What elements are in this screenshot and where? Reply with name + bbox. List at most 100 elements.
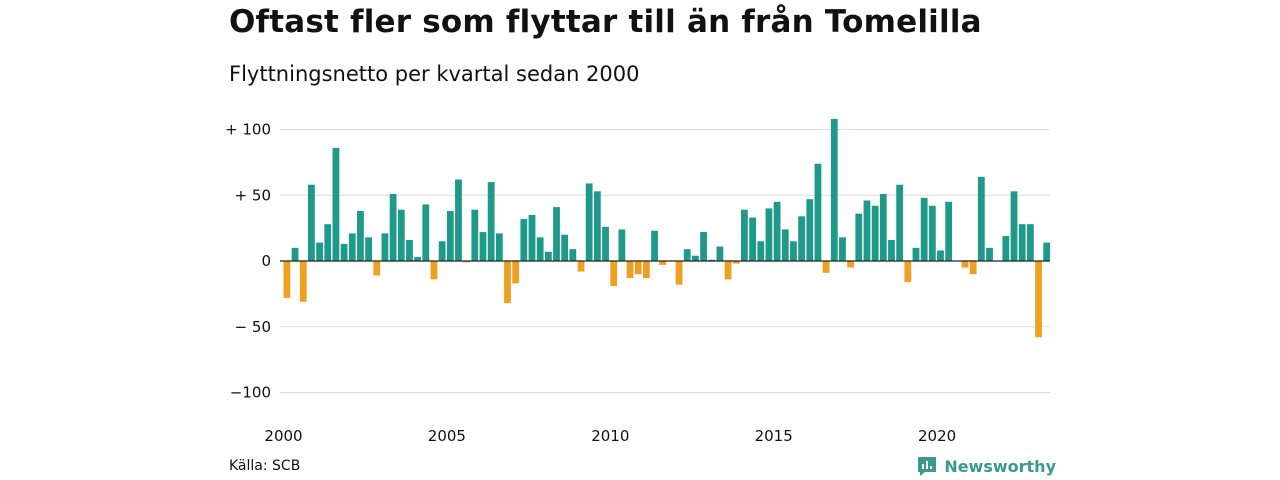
bar-2008-k3 — [561, 234, 569, 261]
bar-2018-k2 — [879, 193, 887, 261]
bar-2006-k4 — [504, 261, 511, 304]
source-note: Källa: SCB — [229, 458, 301, 474]
x-axis-ticks: 2000 2005 2010 2015 2020 — [264, 427, 956, 445]
brand-logo: Newsworthy — [916, 455, 1056, 477]
bars — [283, 118, 1051, 338]
bar-2013-k3 — [724, 261, 732, 280]
bar-2015-k3 — [790, 241, 797, 261]
bar-2015-k2 — [781, 229, 789, 261]
bar-2002-k2 — [357, 211, 364, 261]
bar-2010-k3 — [626, 261, 634, 279]
bar-2006-k1 — [479, 232, 487, 261]
bar-2017-k3 — [855, 213, 863, 261]
bar-2007-k2 — [520, 218, 528, 261]
x-tick-label: 2005 — [428, 427, 466, 445]
bar-2003-k4 — [406, 239, 413, 261]
bar-2014-k4 — [765, 208, 773, 261]
bar-2014-k3 — [757, 241, 765, 261]
y-tick-label: 0 — [261, 252, 271, 270]
bar-2004-k3 — [430, 261, 438, 280]
y-tick-label: + 50 — [235, 186, 271, 204]
bar-2009-k2 — [585, 183, 593, 261]
bar-2023-k1 — [1035, 261, 1042, 338]
x-tick-label: 2015 — [755, 427, 793, 445]
grid-lines — [280, 129, 1050, 393]
bar-2014-k1 — [741, 209, 748, 261]
bar-2017-k2 — [847, 261, 855, 268]
x-tick-label: 2010 — [591, 427, 629, 445]
bar-2015-k1 — [773, 201, 781, 261]
y-axis-ticks: + 100 + 50 0 − 50 −100 — [225, 121, 271, 402]
bar-2011-k1 — [642, 261, 650, 279]
bar-2016-k2 — [814, 163, 822, 261]
bar-2003-k3 — [397, 209, 405, 261]
bar-2009-k4 — [602, 226, 609, 261]
bar-2015-k4 — [798, 216, 806, 261]
bar-2006-k3 — [495, 233, 503, 261]
bar-2018-k1 — [871, 205, 879, 261]
bar-2016-k4 — [830, 118, 838, 261]
bar-2012-k2 — [683, 249, 691, 261]
x-tick-label: 2000 — [264, 427, 302, 445]
bar-2000-k1 — [283, 261, 291, 298]
bar-2005-k2 — [455, 179, 462, 261]
bar-2022-k2 — [1010, 191, 1018, 261]
bar-2004-k2 — [422, 204, 430, 261]
bar-2017-k4 — [863, 200, 871, 261]
bar-2016-k3 — [822, 261, 830, 273]
bar-2022-k3 — [1018, 224, 1026, 261]
bar-2017-k1 — [839, 237, 846, 261]
bar-2020-k1 — [937, 250, 944, 261]
bar-2009-k1 — [577, 261, 585, 272]
bar-2013-k1 — [708, 259, 716, 261]
bar-2016-k1 — [806, 199, 814, 261]
bar-2008-k1 — [544, 251, 552, 261]
bar-2022-k4 — [1026, 224, 1034, 261]
chart-subtitle: Flyttningsnetto per kvartal sedan 2000 — [229, 62, 640, 86]
bar-2005-k4 — [471, 209, 479, 261]
bar-2019-k2 — [912, 247, 920, 261]
bar-2022-k1 — [1002, 236, 1010, 261]
bar-2004-k1 — [414, 257, 422, 261]
bar-2002-k4 — [373, 261, 381, 276]
bar-2008-k4 — [569, 249, 577, 261]
bar-2014-k2 — [749, 217, 756, 261]
bar-2012-k3 — [692, 255, 699, 261]
bar-2002-k3 — [365, 237, 372, 261]
bar-2020-k4 — [961, 261, 969, 268]
bar-2000-k3 — [299, 261, 307, 302]
bar-2012-k4 — [700, 232, 707, 261]
bar-2004-k4 — [438, 241, 446, 261]
bar-2018-k4 — [896, 184, 904, 261]
bar-2005-k3 — [463, 261, 471, 263]
bar-2021-k1 — [969, 261, 977, 275]
bar-2010-k1 — [610, 261, 618, 286]
bar-2001-k2 — [324, 224, 332, 261]
bar-2018-k3 — [888, 239, 895, 261]
bar-2021-k2 — [977, 176, 985, 261]
bar-2020-k2 — [945, 201, 953, 261]
bar-2011-k3 — [659, 261, 667, 265]
bar-2009-k3 — [593, 191, 601, 261]
bar-2002-k1 — [348, 233, 356, 261]
bar-2008-k2 — [553, 207, 560, 261]
bar-2019-k4 — [928, 205, 936, 261]
bar-2001-k3 — [332, 147, 340, 261]
bar-2003-k2 — [389, 193, 397, 261]
bar-2013-k4 — [732, 261, 740, 264]
bar-2010-k4 — [634, 261, 642, 275]
newsworthy-logo-icon — [918, 457, 937, 476]
bar-2007-k3 — [528, 214, 536, 261]
y-tick-label: −100 — [230, 384, 271, 402]
bar-2010-k2 — [618, 229, 626, 261]
bar-2001-k1 — [316, 242, 323, 261]
bar-2000-k4 — [308, 184, 315, 261]
bar-2011-k2 — [651, 230, 658, 261]
bar-2000-k2 — [291, 247, 299, 261]
bar-2003-k1 — [381, 233, 389, 261]
bar-2019-k3 — [920, 197, 928, 261]
bar-2021-k3 — [986, 247, 993, 261]
bar-2023-k2 — [1043, 242, 1051, 261]
bar-2001-k4 — [340, 243, 348, 261]
